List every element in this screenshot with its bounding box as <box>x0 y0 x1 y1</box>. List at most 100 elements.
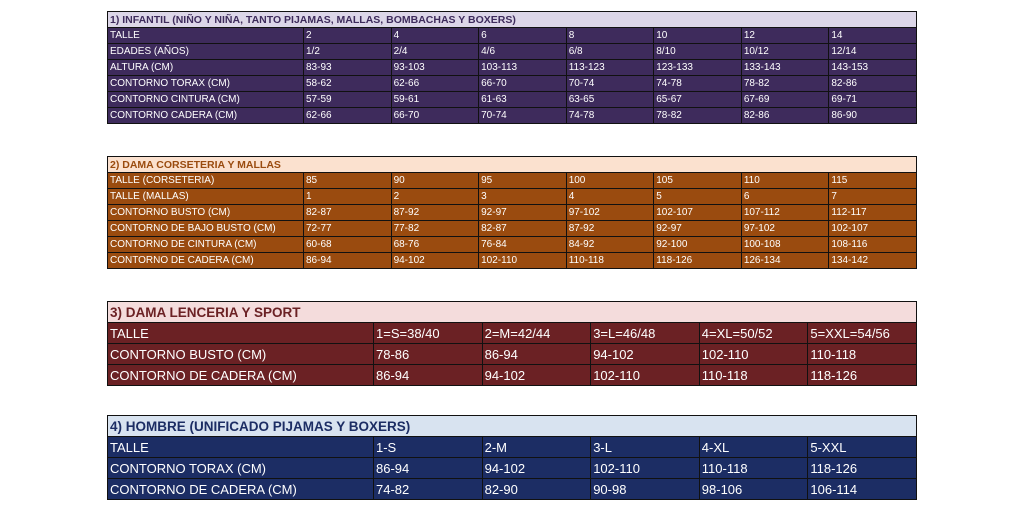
table-cell: 3 <box>478 188 567 205</box>
table-cell: 134-142 <box>828 252 917 269</box>
table-cell: 92-97 <box>478 204 567 221</box>
table-cell: 8 <box>565 27 655 44</box>
table-cell: 8/10 <box>653 43 742 60</box>
table-cell: 82-87 <box>303 204 392 221</box>
table-cell: 66-70 <box>390 107 480 124</box>
table-cell: 94-102 <box>481 457 592 479</box>
table-cell: 108-116 <box>828 236 917 253</box>
table-cell: 102-110 <box>478 252 567 269</box>
table-cell: 133-143 <box>740 59 830 76</box>
table-cell: 97-102 <box>565 204 655 221</box>
table-title-row: 4) HOMBRE (UNIFICADO PIJAMAS Y BOXERS) <box>107 415 917 437</box>
row-label: CONTORNO BUSTO (CM) <box>107 204 304 221</box>
table-cell: 102-110 <box>590 457 700 479</box>
table-row: CONTORNO CINTURA (CM) 57-59 59-61 61-63 … <box>107 91 917 108</box>
table-row: CONTORNO BUSTO (CM) 82-87 87-92 92-97 97… <box>107 204 917 221</box>
size-table-hombre: 4) HOMBRE (UNIFICADO PIJAMAS Y BOXERS) T… <box>107 415 917 500</box>
row-label: ALTURA (CM) <box>107 59 304 76</box>
table-title-row: 2) DAMA CORSETERIA Y MALLAS <box>107 156 917 173</box>
table-row: CONTORNO DE CINTURA (CM) 60-68 68-76 76-… <box>107 236 917 253</box>
table-cell: 7 <box>828 188 917 205</box>
table-cell: 66-70 <box>478 75 567 92</box>
table-cell: 93-103 <box>390 59 480 76</box>
table-cell: 105 <box>653 172 742 189</box>
table-cell: 62-66 <box>390 75 480 92</box>
table-cell: 4=XL=50/52 <box>698 322 809 344</box>
table-cell: 86-94 <box>303 252 392 269</box>
row-label: CONTORNO BUSTO (CM) <box>107 343 374 365</box>
table-cell: 5 <box>653 188 742 205</box>
row-label: CONTORNO TORAX (CM) <box>107 75 304 92</box>
table-cell: 86-94 <box>481 343 592 365</box>
table-cell: 86-94 <box>373 364 483 386</box>
table-title: 4) HOMBRE (UNIFICADO PIJAMAS Y BOXERS) <box>107 415 917 437</box>
table-cell: 63-65 <box>565 91 655 108</box>
table-cell: 6 <box>740 188 830 205</box>
table-row: CONTORNO DE CADERA (CM) 86-94 94-102 102… <box>107 364 917 386</box>
table-cell: 1=S=38/40 <box>373 322 483 344</box>
table-row: ALTURA (CM) 83-93 93-103 103-113 113-123… <box>107 59 917 76</box>
row-label: CONTORNO DE CINTURA (CM) <box>107 236 304 253</box>
table-cell: 10/12 <box>740 43 830 60</box>
table-row: TALLE 2 4 6 8 10 12 14 <box>107 27 917 44</box>
table-cell: 1/2 <box>303 43 392 60</box>
table-cell: 82-90 <box>481 478 592 500</box>
table-cell: 87-92 <box>565 220 655 237</box>
table-cell: 126-134 <box>740 252 830 269</box>
table-cell: 65-67 <box>653 91 742 108</box>
table-title: 1) INFANTIL (NIÑO Y NIÑA, TANTO PIJAMAS,… <box>107 11 917 28</box>
row-label: TALLE (CORSETERIA) <box>107 172 304 189</box>
table-cell: 106-114 <box>807 478 917 500</box>
table-cell: 98-106 <box>698 478 809 500</box>
table-cell: 97-102 <box>740 220 830 237</box>
table-cell: 110-118 <box>807 343 917 365</box>
table-cell: 102-107 <box>653 204 742 221</box>
table-cell: 92-97 <box>653 220 742 237</box>
table-cell: 5=XXL=54/56 <box>807 322 917 344</box>
row-label: CONTORNO CINTURA (CM) <box>107 91 304 108</box>
row-label: CONTORNO DE CADERA (CM) <box>107 478 374 500</box>
table-cell: 78-82 <box>740 75 830 92</box>
table-row: TALLE (CORSETERIA) 85 90 95 100 105 110 … <box>107 172 917 189</box>
table-cell: 2=M=42/44 <box>481 322 592 344</box>
table-row: CONTORNO DE CADERA (CM) 86-94 94-102 102… <box>107 252 917 269</box>
table-cell: 103-113 <box>478 59 567 76</box>
table-cell: 102-110 <box>698 343 809 365</box>
table-cell: 102-110 <box>590 364 700 386</box>
table-cell: 4 <box>565 188 655 205</box>
table-cell: 2 <box>390 188 480 205</box>
table-cell: 74-78 <box>653 75 742 92</box>
table-cell: 94-102 <box>481 364 592 386</box>
row-label: TALLE (MALLAS) <box>107 188 304 205</box>
table-row: CONTORNO TORAX (CM) 86-94 94-102 102-110… <box>107 457 917 479</box>
table-cell: 78-86 <box>373 343 483 365</box>
table-cell: 70-74 <box>478 107 567 124</box>
table-cell: 110-118 <box>698 457 809 479</box>
table-cell: 100-108 <box>740 236 830 253</box>
table-title: 2) DAMA CORSETERIA Y MALLAS <box>107 156 917 173</box>
table-row: TALLE 1-S 2-M 3-L 4-XL 5-XXL <box>107 436 917 458</box>
row-label: EDADES (AÑOS) <box>107 43 304 60</box>
table-cell: 123-133 <box>653 59 742 76</box>
table-title: 3) DAMA LENCERIA Y SPORT <box>107 301 917 323</box>
table-cell: 5-XXL <box>807 436 917 458</box>
table-cell: 59-61 <box>390 91 480 108</box>
table-cell: 83-93 <box>303 59 392 76</box>
table-cell: 70-74 <box>565 75 655 92</box>
table-cell: 115 <box>828 172 917 189</box>
row-label: CONTORNO CADERA (CM) <box>107 107 304 124</box>
table-cell: 4-XL <box>698 436 809 458</box>
table-cell: 95 <box>478 172 567 189</box>
table-cell: 82-86 <box>828 75 917 92</box>
table-cell: 82-87 <box>478 220 567 237</box>
table-cell: 112-117 <box>828 204 917 221</box>
table-cell: 110-118 <box>565 252 655 269</box>
table-cell: 113-123 <box>565 59 655 76</box>
table-cell: 74-78 <box>565 107 655 124</box>
row-label: CONTORNO DE CADERA (CM) <box>107 364 374 386</box>
table-cell: 2/4 <box>390 43 480 60</box>
table-cell: 10 <box>653 27 742 44</box>
table-cell: 3-L <box>590 436 700 458</box>
size-table-dama-lenceria: 3) DAMA LENCERIA Y SPORT TALLE 1=S=38/40… <box>107 301 917 386</box>
row-label: CONTORNO TORAX (CM) <box>107 457 374 479</box>
